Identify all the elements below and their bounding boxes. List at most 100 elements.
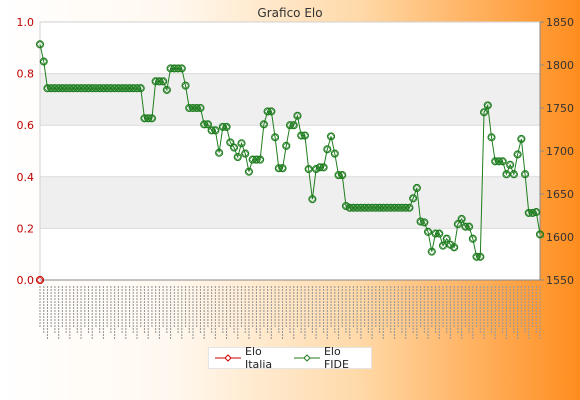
- data-point: [263, 107, 272, 116]
- data-point-diamond: [517, 134, 526, 143]
- data-point: [211, 126, 220, 135]
- data-point: [35, 275, 45, 285]
- data-point-diamond: [114, 84, 123, 93]
- data-point-diamond: [88, 84, 97, 93]
- data-point: [450, 243, 459, 252]
- data-point: [487, 133, 496, 142]
- plot-band: [40, 228, 540, 280]
- data-point: [192, 103, 201, 113]
- data-point: [338, 171, 347, 180]
- data-point: [506, 160, 515, 169]
- data-point-diamond: [468, 234, 477, 243]
- data-point-diamond: [215, 148, 224, 157]
- data-point: [521, 170, 530, 179]
- data-point-diamond: [155, 77, 164, 86]
- data-point-diamond: [36, 276, 44, 284]
- data-point-diamond: [274, 164, 283, 173]
- data-point: [215, 148, 224, 157]
- right-tick-label: 1600: [546, 231, 574, 244]
- data-point-diamond: [334, 171, 343, 180]
- data-point: [405, 203, 414, 212]
- data-point-diamond: [84, 84, 93, 93]
- data-point-diamond: [211, 126, 220, 135]
- data-point-diamond: [218, 122, 227, 131]
- data-point-diamond: [323, 145, 332, 154]
- data-point-diamond: [47, 84, 56, 93]
- data-point: [323, 145, 332, 154]
- data-point-diamond: [196, 104, 205, 112]
- data-point-diamond: [353, 203, 362, 212]
- data-point-diamond: [159, 77, 168, 86]
- data-point-diamond: [383, 203, 391, 212]
- data-point-diamond: [431, 229, 440, 238]
- data-point-diamond: [427, 247, 436, 256]
- data-point-diamond: [356, 203, 365, 212]
- data-point-diamond: [133, 84, 141, 93]
- data-point-diamond: [174, 64, 183, 73]
- data-point-diamond: [289, 121, 298, 130]
- data-point-diamond: [92, 84, 100, 93]
- right-tick-label: 1650: [546, 188, 574, 201]
- data-point: [293, 111, 302, 120]
- data-point-diamond: [121, 84, 130, 93]
- data-point: [196, 103, 205, 113]
- data-point-diamond: [189, 104, 197, 112]
- data-point-diamond: [461, 222, 470, 231]
- data-point: [259, 120, 268, 129]
- data-point: [431, 229, 440, 238]
- data-point: [300, 131, 309, 140]
- data-point-diamond: [424, 227, 433, 236]
- data-point-diamond: [442, 234, 451, 243]
- data-point-diamond: [342, 202, 350, 211]
- data-point-diamond: [364, 203, 373, 212]
- right-tick-label: 1550: [546, 274, 574, 287]
- data-point: [267, 107, 276, 116]
- data-point-diamond: [524, 208, 533, 217]
- data-point: [181, 81, 190, 90]
- data-point: [297, 131, 306, 140]
- chart-title: Grafico Elo: [257, 6, 322, 20]
- data-point: [341, 201, 351, 211]
- data-point: [424, 227, 433, 236]
- data-point: [147, 114, 156, 123]
- left-tick-label: 0.2: [17, 222, 35, 235]
- data-point: [200, 120, 209, 129]
- data-point: [308, 195, 317, 204]
- data-point-diamond: [480, 108, 488, 117]
- data-point-diamond: [129, 84, 138, 93]
- data-point: [162, 85, 171, 94]
- data-point-diamond: [345, 203, 354, 212]
- data-point-diamond: [297, 131, 306, 140]
- data-point: [237, 139, 246, 148]
- data-point-diamond: [532, 208, 541, 217]
- data-point: [319, 163, 328, 172]
- data-point-diamond: [103, 84, 112, 93]
- data-point-diamond: [487, 133, 496, 142]
- legend-item-elo-italia[interactable]: Elo Italia: [215, 345, 284, 371]
- plot-band: [40, 73, 540, 126]
- data-point-diamond: [412, 184, 421, 192]
- data-point: [509, 170, 518, 179]
- data-point: [461, 222, 470, 231]
- data-point-diamond: [536, 230, 544, 239]
- data-point-diamond: [379, 203, 388, 212]
- data-point-diamond: [226, 138, 235, 147]
- data-point-diamond: [397, 203, 406, 212]
- data-point-diamond: [371, 203, 380, 212]
- data-point-diamond: [244, 167, 253, 176]
- data-point: [479, 108, 489, 117]
- legend-item-elo-fide[interactable]: Elo FIDE: [293, 345, 361, 371]
- data-point: [334, 171, 343, 180]
- data-point-diamond: [453, 220, 462, 229]
- data-point: [252, 155, 261, 164]
- data-point-diamond: [36, 40, 44, 49]
- plot-band: [40, 176, 540, 229]
- data-point: [174, 64, 183, 73]
- right-tick-label: 1700: [546, 145, 574, 158]
- data-point: [412, 183, 421, 193]
- data-point: [498, 157, 507, 166]
- data-point-diamond: [394, 203, 403, 212]
- data-point-diamond: [457, 214, 466, 223]
- data-point: [472, 252, 481, 261]
